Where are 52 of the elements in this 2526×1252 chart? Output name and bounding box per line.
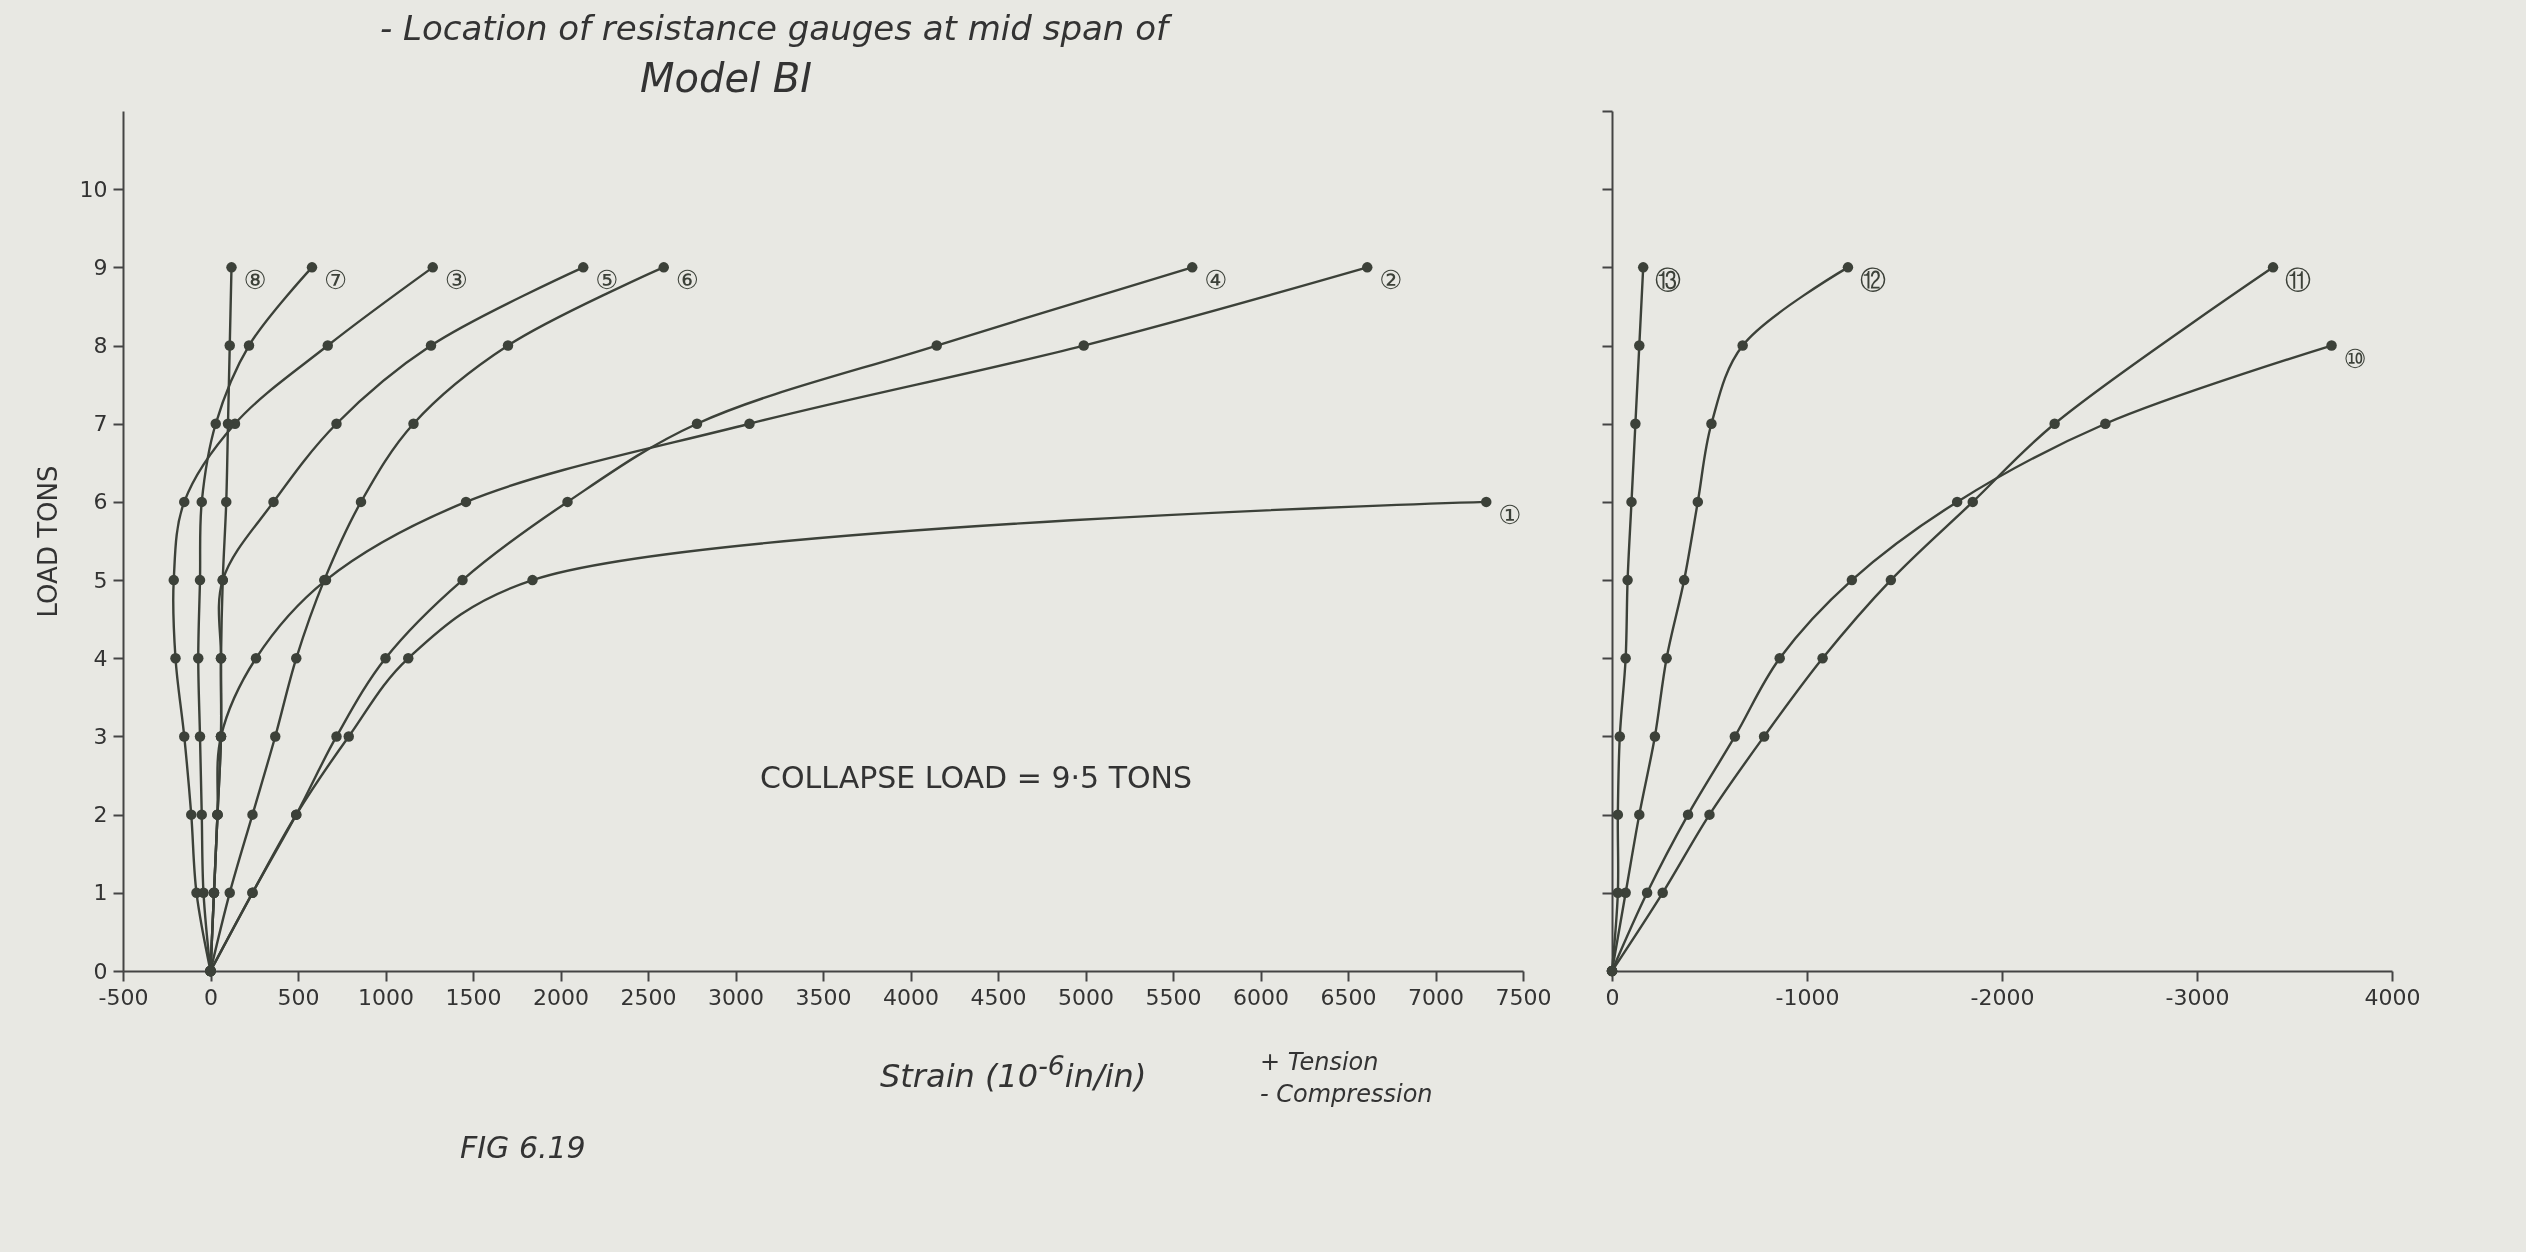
series-label: ⑧	[243, 265, 267, 296]
series-label: ⑪	[2285, 265, 2312, 296]
x-tick-label: -2000	[1970, 984, 2035, 1010]
x-tick-label: 6500	[1320, 984, 1377, 1010]
y-tick-label: 9	[93, 254, 108, 280]
text: - Compression	[1260, 1080, 1433, 1108]
x-tick-label: 4500	[970, 984, 1027, 1010]
y-tick-label: 4	[93, 645, 108, 671]
x-tick-label: 5000	[1058, 984, 1114, 1010]
x-tick-label: 1500	[445, 984, 502, 1010]
series-label: ⑩	[2343, 343, 2367, 374]
y-tick-label: 8	[93, 333, 108, 359]
y-tick-label: 0	[93, 958, 108, 984]
series-label: ⑫	[1859, 265, 1886, 296]
x-tick-label: 5500	[1145, 984, 1202, 1010]
series-label: ①	[1498, 499, 1522, 530]
series-label: ⑬	[1655, 265, 1682, 296]
series-label: ③	[444, 265, 469, 296]
x-tick-label: 2500	[620, 984, 677, 1010]
series-label: ②	[1379, 265, 1403, 296]
x-axis-title: Strain (10$^{-6}$in/in)	[880, 1050, 1147, 1095]
x-tick-label: -500	[98, 984, 149, 1010]
chart-subtitle: Model BI	[640, 55, 813, 101]
x-tick-label: 0	[204, 984, 218, 1010]
y-tick-label: 5	[93, 567, 108, 593]
x-tick-label: 6000	[1233, 984, 1289, 1010]
y-tick-label: 10	[79, 176, 108, 202]
y-tick-label: 2	[93, 802, 108, 828]
y-tick-label: 6	[93, 489, 108, 515]
y-tick-label: 1	[93, 880, 108, 906]
x-tick-label: 500	[277, 984, 320, 1010]
series-label: ⑤	[595, 265, 619, 296]
x-tick-label: 3000	[708, 984, 764, 1010]
x-tick-label: -3000	[2165, 984, 2230, 1010]
x-tick-label: -1000	[1775, 984, 1840, 1010]
annotation: COLLAPSE LOAD = 9·5 TONS	[760, 760, 1193, 795]
x-tick-label: 4000	[883, 984, 939, 1010]
x-tick-label: 7000	[1408, 984, 1464, 1010]
caption: FIG 6.19	[460, 1130, 586, 1165]
x-tick-label: 1000	[358, 984, 414, 1010]
x-tick-label: 3500	[795, 984, 852, 1010]
x-tick-label: 2000	[533, 984, 589, 1010]
y-tick-label: 3	[93, 723, 108, 749]
y-axis-title: LOAD TONS	[32, 465, 63, 618]
text: + Tension	[1260, 1048, 1379, 1076]
x-tick-label: 4000	[2364, 984, 2421, 1010]
x-tick-label: 0	[1605, 984, 1620, 1010]
series-label: ④	[1204, 265, 1228, 296]
y-tick-label: 7	[93, 411, 108, 437]
x-tick-label: 7500	[1495, 984, 1552, 1010]
series-label: ⑦	[324, 265, 348, 296]
series-label: ⑥	[675, 265, 700, 296]
